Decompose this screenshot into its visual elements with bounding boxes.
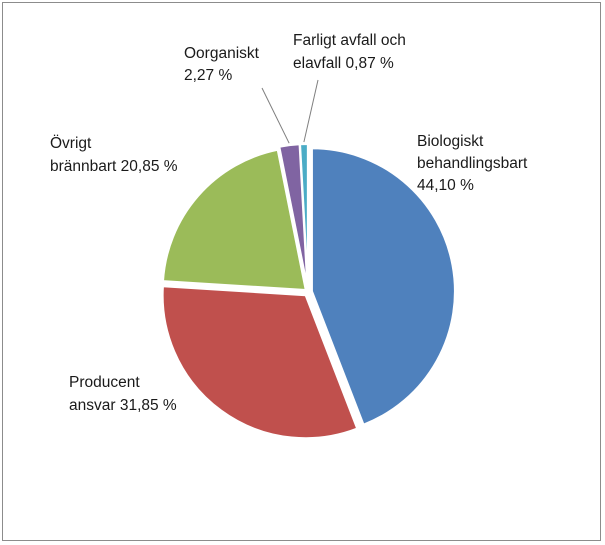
pie-slices (161, 142, 456, 440)
pie-slice-ovrigt (161, 148, 307, 292)
leader-lines (261, 79, 319, 144)
leader-line-oorganiskt (261, 87, 290, 144)
slice-label-producent: Producent ansvar 31,85 % (69, 374, 177, 414)
pie-slice-farligt-avfall (298, 142, 309, 288)
slice-label-biologiskt: Biologiskt behandlingsbart 44,10 % (417, 133, 532, 194)
pie-slice-producent (161, 285, 359, 440)
slice-label-farligt-avfall: Farligt avfall och elavfall 0,87 % (293, 32, 410, 72)
pie-slice-biologiskt (310, 147, 456, 426)
leader-line-farligt-avfall (303, 79, 319, 143)
slice-label-oorganiskt: Oorganiskt 2,27 % (184, 45, 263, 84)
slice-label-ovrigt: Övrigt brännbart 20,85 % (50, 134, 178, 175)
